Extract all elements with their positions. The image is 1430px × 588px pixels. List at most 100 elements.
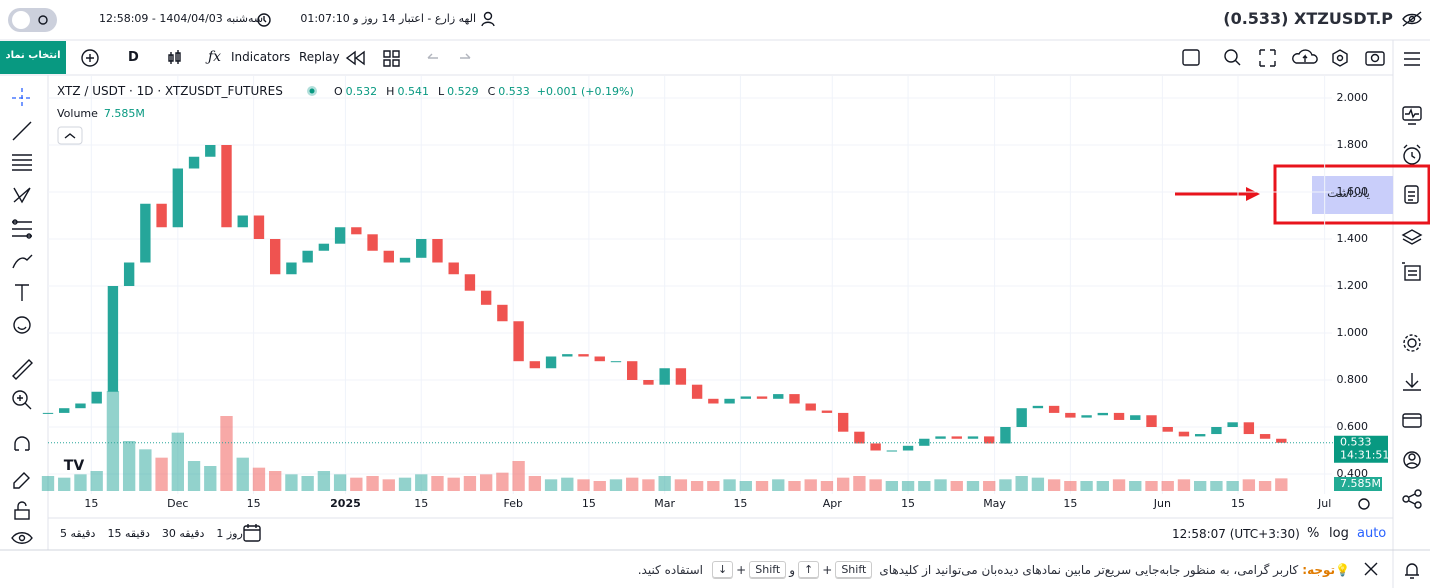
x-tick-label: May [983, 497, 1006, 510]
candle [659, 368, 670, 385]
volume-bar [853, 476, 866, 491]
notice-message: کاربر گرامی، به منظور جابه‌جایی سریع‌تر … [879, 562, 1299, 577]
candle [107, 286, 119, 392]
candle [545, 356, 557, 369]
candle [854, 431, 865, 444]
candle [188, 156, 200, 169]
candle [416, 239, 427, 258]
interval[interactable]: D [128, 50, 139, 65]
percent-toggle[interactable]: % [1307, 526, 1320, 541]
candle [1227, 422, 1238, 427]
volume-bar [901, 481, 915, 491]
change: +0.001 (+0.19%) [536, 85, 634, 98]
volume-bar [204, 466, 217, 491]
key: Shift [749, 561, 787, 578]
timeframe[interactable]: 15 دقیقه [107, 527, 150, 540]
candle [886, 450, 898, 452]
candle [205, 145, 216, 157]
volume-bar [236, 457, 249, 491]
candle [432, 239, 443, 263]
volume-bar [609, 479, 623, 491]
key: ↑ [798, 561, 820, 578]
volume-bar [1242, 479, 1256, 491]
volume-bar [561, 477, 574, 491]
candle [464, 274, 476, 291]
volume-bar [463, 476, 477, 491]
volume-bar [788, 481, 801, 491]
y-tick-label: 2.000 [1337, 91, 1369, 104]
symbol-button-text[interactable]: انتخاب نماد [5, 50, 61, 61]
y-tick-label: 1.600 [1337, 185, 1369, 198]
log-toggle[interactable]: log [1329, 526, 1349, 541]
indicators[interactable]: Indicators [231, 50, 291, 64]
volume-bar [122, 441, 136, 491]
timeframes: 5 دقیقه 15 دقیقه 30 دقیقه 1 روز [60, 527, 243, 540]
timeframe[interactable]: 5 دقیقه [60, 527, 96, 540]
candle [318, 243, 330, 251]
and: و [789, 562, 796, 577]
candle [691, 384, 703, 399]
symbol-title: (0.533) XTZUSDT.P [1223, 9, 1393, 28]
l-label: L [437, 85, 445, 98]
volume-bar [820, 481, 834, 491]
volume-bar [626, 477, 639, 491]
candle [724, 398, 735, 404]
c-label: C [487, 85, 496, 98]
volume-legend: Volume 7.585M [57, 107, 145, 120]
plus: + [822, 562, 833, 577]
volume-bar [1129, 481, 1142, 491]
volume-bar [999, 479, 1012, 491]
fx-icon[interactable]: ƒx [208, 49, 222, 65]
volume-bar [918, 481, 931, 491]
volume-bar [187, 461, 201, 491]
volume-bar [885, 481, 899, 491]
ohlc-legend: O 0.532 H 0.541 L 0.529 C 0.533 +0.001 (+0.1… [334, 85, 634, 98]
candle [1032, 405, 1044, 409]
volume-bar [707, 481, 720, 491]
timeframe[interactable]: 1 روز [216, 527, 243, 540]
tooltip-bg [1312, 176, 1393, 214]
candle [221, 145, 232, 228]
volume-bar [836, 477, 850, 491]
tooltip: یادداشت [1327, 186, 1370, 200]
volume-bar [690, 481, 704, 491]
y-tick-label: 1.800 [1337, 138, 1369, 151]
volume-bar [1112, 479, 1126, 491]
notice: 💡 توجه: کاربر گرامی، به منظور جابه‌جایی … [638, 561, 1350, 578]
x-tick-label: Dec [167, 497, 188, 510]
notice-end: استفاده کنید. [637, 562, 703, 577]
volume-bar [528, 476, 542, 491]
timeframe[interactable]: 30 دقیقه [161, 527, 205, 540]
volume-bar [41, 476, 55, 491]
volume-bar [544, 479, 558, 491]
candle [1016, 408, 1027, 427]
volume-bar [1096, 481, 1109, 491]
y-tick-label: 0.800 [1337, 373, 1369, 386]
volume-bar [1210, 481, 1223, 491]
candle [123, 262, 135, 286]
replay[interactable]: Replay [299, 50, 340, 64]
y-tick-label: 0.400 [1337, 467, 1369, 480]
volume-bar [966, 481, 980, 491]
candle [902, 445, 914, 451]
candle [594, 356, 605, 362]
x-tick-label: 15 [733, 497, 747, 510]
auto-toggle[interactable]: auto [1357, 526, 1387, 541]
legend-title: XTZ / USDT · 1D · XTZUSDT_FUTURES [57, 84, 283, 98]
candle [399, 257, 411, 263]
x-tick-label: 15 [1063, 497, 1077, 510]
symbol-name: XTZ / USDT · 1D · XTZUSDT_FUTURES [57, 84, 283, 98]
volume-bar [755, 481, 769, 491]
x-tick-label: 15 [901, 497, 915, 510]
candle [351, 227, 362, 235]
h-label: H [386, 85, 395, 98]
volume-bar [269, 471, 282, 491]
volume-bar [171, 432, 184, 491]
volume-bar [350, 477, 363, 491]
volume-bar [950, 481, 963, 491]
candle [967, 436, 979, 439]
symbol-button[interactable] [0, 41, 66, 74]
candle [1178, 431, 1190, 437]
